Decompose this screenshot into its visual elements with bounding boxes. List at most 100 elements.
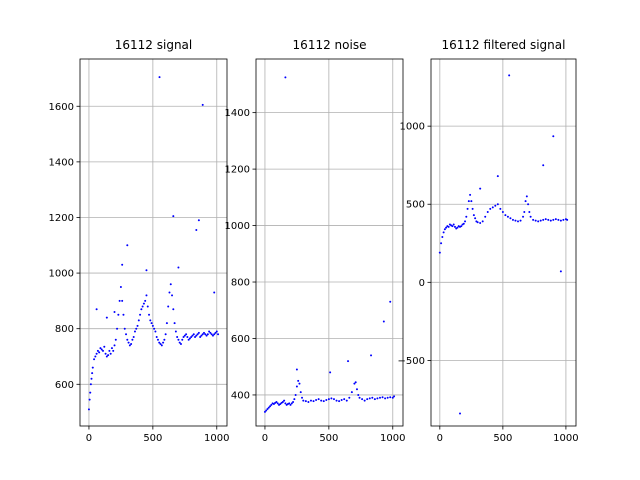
signal-point-51 (149, 319, 152, 322)
signal-point-13 (100, 348, 103, 351)
signal-point-116 (105, 316, 108, 319)
filtered-signal-point-5 (445, 226, 448, 229)
noise-point-68 (393, 395, 396, 398)
filtered-signal-point-11 (452, 223, 455, 226)
noise-point-35 (315, 399, 318, 402)
signal-point-110 (201, 103, 204, 106)
noise-point-73 (370, 354, 373, 357)
filtered-signal-point-10 (451, 225, 454, 228)
signal-point-66 (168, 291, 171, 294)
filtered-signal-point-44 (511, 218, 514, 221)
signal-point-43 (139, 313, 142, 316)
signal-point-2 (89, 391, 92, 394)
noise-plot: 0 500 1000 400 600 800 1000 1200 1400 16112 noise (225, 38, 406, 444)
signal-point-103 (215, 330, 218, 333)
filtered-signal-point-38 (496, 203, 499, 206)
noise-point-59 (371, 396, 374, 399)
signal-point-101 (213, 333, 216, 336)
filtered-signal-point-48 (522, 215, 525, 218)
signal-y-tick-label-5: 1600 (49, 102, 74, 113)
noise-point-75 (329, 371, 332, 374)
filtered-signal-point-43 (509, 217, 512, 220)
signal-point-49 (146, 305, 149, 308)
signal-point-97 (208, 330, 211, 333)
noise-point-3 (267, 406, 270, 409)
signal-point-91 (200, 334, 203, 337)
signal-point-75 (179, 342, 182, 345)
noise-y-tick-label-2: 800 (231, 278, 250, 289)
noise-point-46 (343, 398, 346, 401)
signal-point-41 (136, 324, 139, 327)
filtered-signal-point-51 (525, 195, 528, 198)
signal-x-tick-label-2: 1000 (204, 433, 229, 444)
signal-point-78 (183, 334, 186, 337)
filtered-signal-point-70 (508, 74, 511, 77)
signal-point-65 (167, 305, 170, 308)
signal-point-42 (137, 319, 140, 322)
filtered-signal-point-76 (479, 187, 482, 190)
signal-point-85 (192, 333, 195, 336)
signal-point-86 (194, 336, 197, 339)
filtered-signal-point-58 (539, 219, 542, 222)
signal-point-81 (187, 338, 190, 341)
noise-point-32 (307, 401, 310, 403)
filtered-signal-point-50 (524, 200, 527, 203)
signal-point-111 (121, 263, 124, 266)
noise-point-55 (361, 398, 364, 401)
signal-point-25 (116, 327, 119, 330)
noise-point-14 (281, 401, 284, 403)
signal-point-29 (121, 299, 124, 302)
noise-point-58 (368, 397, 371, 400)
noise-point-29 (301, 396, 304, 399)
signal-point-96 (206, 333, 209, 336)
noise-point-33 (309, 399, 312, 402)
signal-point-12 (99, 347, 102, 350)
noise-point-57 (366, 398, 369, 401)
filtered-signal-point-71 (552, 135, 555, 138)
signal-title: 16112 signal (115, 38, 192, 52)
noise-point-63 (381, 396, 384, 399)
noise-point-24 (294, 393, 297, 396)
filtered-signal-point-63 (552, 218, 555, 221)
noise-point-34 (312, 400, 315, 403)
signal-point-67 (169, 283, 172, 286)
noise-point-61 (376, 397, 379, 400)
filtered-signal-point-2 (441, 236, 444, 239)
noise-point-16 (284, 402, 287, 405)
signal-x-tick-label-0: 0 (86, 433, 92, 444)
noise-point-69 (284, 76, 287, 79)
noise-point-47 (345, 399, 348, 402)
noise-point-4 (269, 405, 272, 408)
filtered-signal-point-41 (504, 214, 507, 217)
filtered-signal-point-28 (474, 217, 477, 220)
signal-point-23 (113, 344, 116, 347)
signal-point-36 (130, 342, 133, 345)
filtered-signal-point-72 (559, 270, 562, 273)
noise-point-38 (322, 400, 325, 403)
signal-point-28 (119, 285, 122, 288)
signal-point-82 (188, 337, 191, 340)
signal-point-8 (94, 355, 97, 358)
signal-point-90 (199, 336, 202, 339)
filtered-signal-point-62 (549, 219, 552, 222)
signal-point-60 (160, 344, 163, 347)
filtered-signal-point-39 (499, 207, 502, 210)
signal-point-35 (128, 344, 131, 347)
filtered-signal-point-64 (554, 218, 557, 221)
signal-point-99 (210, 333, 213, 336)
signal-point-31 (123, 327, 126, 330)
filtered-signal-point-61 (547, 218, 550, 221)
noise-point-27 (298, 382, 301, 385)
filtered-signal-point-47 (519, 219, 522, 222)
noise-point-25 (295, 385, 298, 388)
filtered-signal-point-74 (542, 164, 545, 167)
noise-point-20 (289, 403, 292, 406)
filtered-signal-point-59 (542, 218, 545, 221)
noise-point-66 (389, 396, 392, 399)
signal-point-19 (108, 349, 111, 352)
filtered-signal-point-65 (557, 218, 560, 221)
noise-point-42 (332, 398, 335, 401)
signal-point-77 (182, 336, 185, 339)
signal-point-70 (173, 322, 176, 325)
signal-point-21 (110, 347, 113, 350)
